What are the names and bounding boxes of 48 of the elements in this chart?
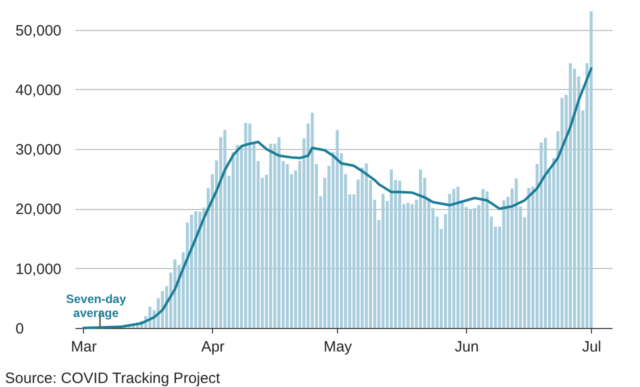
bar (486, 191, 489, 328)
bar (194, 211, 198, 328)
source-note: Source: COVID Tracking Project (5, 370, 221, 387)
bar (419, 169, 422, 328)
bar (364, 163, 368, 328)
bar (452, 189, 456, 328)
y-tick-label: 50,000 (16, 22, 62, 40)
bar (456, 186, 460, 328)
bar (514, 178, 518, 328)
bar (468, 209, 472, 328)
bar (269, 144, 272, 328)
bar (410, 204, 414, 328)
bar (286, 164, 289, 328)
bar (481, 189, 484, 328)
bar (406, 202, 410, 328)
bar (398, 180, 402, 328)
bar (502, 200, 506, 328)
x-tick-label: Apr (201, 338, 225, 356)
y-tick-label: 20,000 (16, 201, 62, 218)
y-tick-label: 30,000 (16, 142, 62, 159)
bar (198, 212, 202, 328)
bar (568, 63, 572, 328)
bar (310, 112, 314, 328)
bar (544, 138, 547, 328)
bar (560, 98, 564, 328)
bar (473, 208, 476, 328)
bar (190, 214, 194, 328)
bar (360, 168, 364, 328)
bar (464, 206, 468, 328)
bar (248, 123, 252, 328)
bar (277, 137, 280, 328)
x-tick-label: May (324, 338, 352, 356)
x-tick-label: Jun (454, 338, 479, 356)
bar (390, 169, 393, 328)
x-tick-label: Mar (70, 338, 97, 356)
x-tick-label: Jul (582, 338, 602, 356)
y-tick-label: 0 (16, 320, 24, 338)
bar (382, 194, 385, 328)
bar (527, 188, 530, 328)
bar (590, 11, 593, 328)
bar (244, 122, 248, 328)
y-tick-label: 40,000 (16, 82, 62, 99)
bar (236, 144, 239, 328)
y-tick-label: 10,000 (16, 260, 62, 278)
annotation: Seven-day average (66, 292, 126, 320)
bar (336, 130, 339, 328)
bar (223, 130, 226, 328)
bar (173, 259, 176, 328)
